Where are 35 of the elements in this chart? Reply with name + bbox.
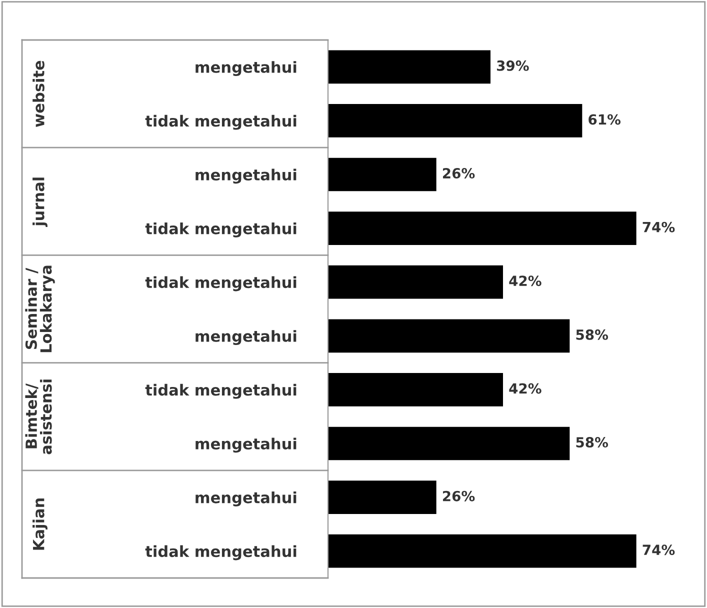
- y-tick-label: mengetahui: [196, 61, 296, 76]
- y-tick-label: mengetahui: [196, 438, 296, 453]
- data-label: 42%: [509, 276, 542, 286]
- bar: [328, 319, 570, 353]
- data-label: 74%: [642, 544, 675, 556]
- data-label: 39%: [496, 60, 529, 71]
- y-tick-label: mengetahui: [196, 491, 296, 506]
- data-label: 26%: [442, 168, 475, 179]
- y-tick-label: tidak mengetahui: [145, 384, 296, 399]
- data-label: 61%: [588, 114, 621, 125]
- data-label: 58%: [576, 437, 608, 448]
- data-label: 42%: [509, 383, 542, 394]
- text: website: [32, 60, 44, 127]
- bar: [328, 212, 636, 245]
- bar: [328, 426, 570, 460]
- text: Kajian: [32, 498, 48, 550]
- y-tick-label: tidak mengetahui: [145, 276, 296, 292]
- bar: [328, 158, 436, 192]
- y-tick-label: tidak mengetahui: [145, 114, 296, 130]
- y-tick-label: tidak mengetahui: [145, 545, 296, 560]
- y-tick-label: tidak mengetahui: [145, 222, 296, 238]
- bar: [328, 104, 582, 138]
- text: jurnal: [32, 178, 48, 227]
- text: Bimtek/ asistensi: [25, 380, 52, 454]
- y-tick-label: mengetahui: [196, 168, 296, 184]
- data-label: 26%: [442, 490, 475, 502]
- text: Seminar / Lokakarya: [25, 266, 55, 352]
- data-label: 74%: [642, 222, 675, 232]
- bar: [328, 50, 490, 84]
- bar: [328, 265, 503, 299]
- data-label: 58%: [576, 329, 608, 340]
- bar: [328, 534, 636, 568]
- bar: [328, 373, 503, 406]
- y-tick-label: mengetahui: [196, 330, 296, 345]
- bar: [328, 480, 436, 514]
